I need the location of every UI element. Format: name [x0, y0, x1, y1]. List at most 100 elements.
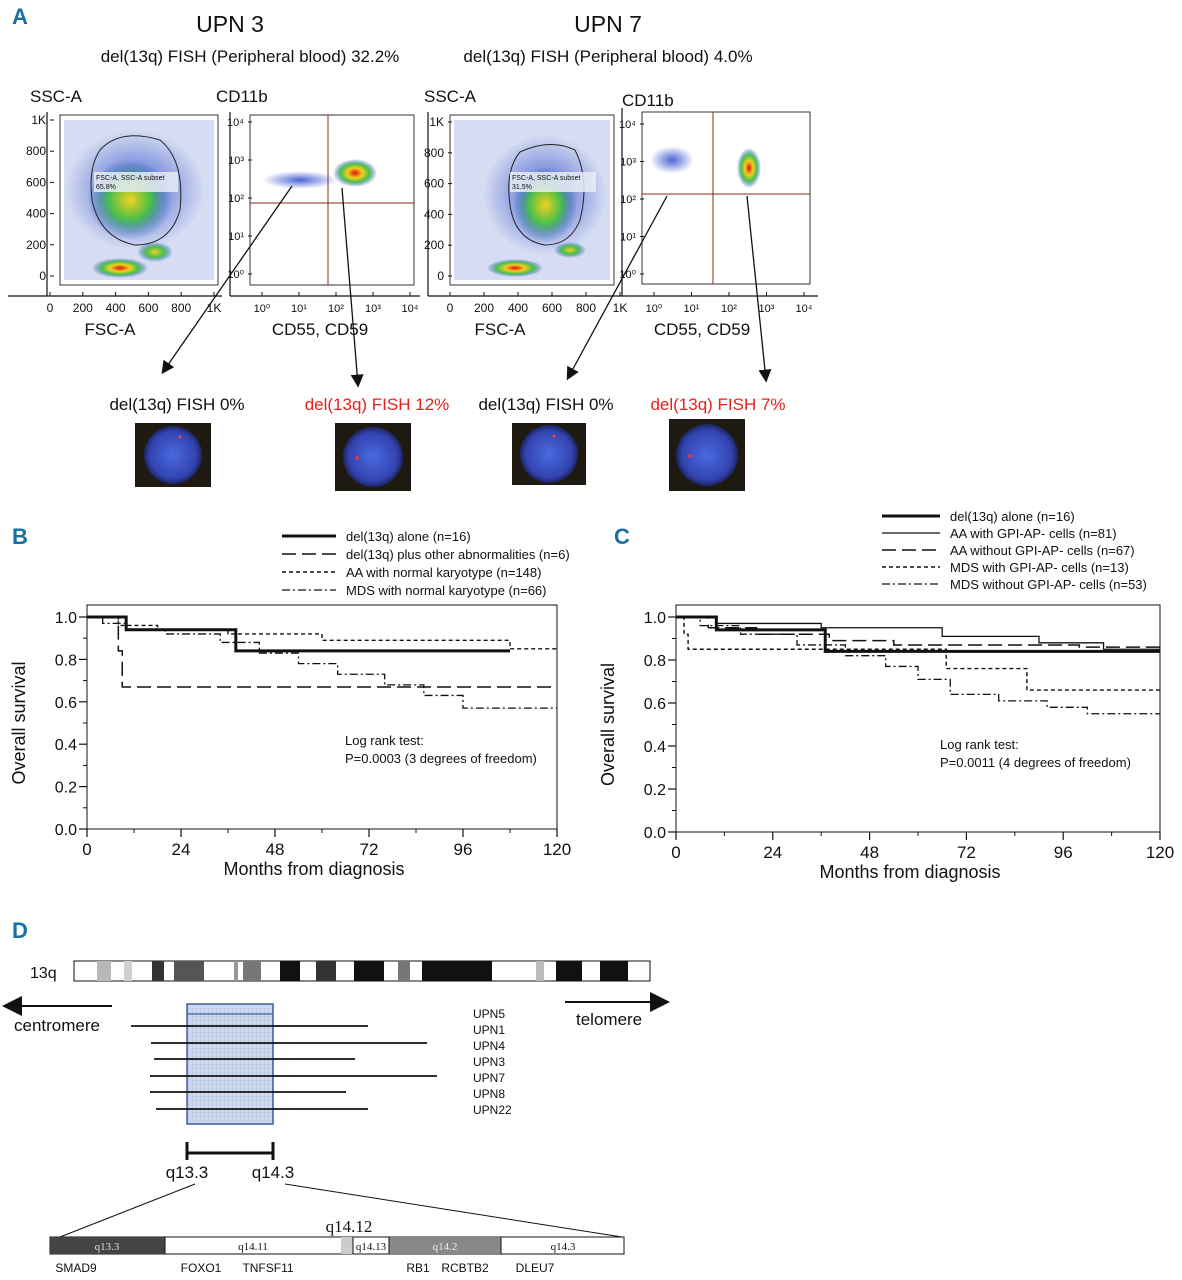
plot-frame — [86, 604, 558, 830]
arrow-upn3-positive — [341, 187, 364, 388]
upn3-scatter-xtick: 200 — [73, 301, 93, 315]
y-tick-label: 0.6 — [55, 695, 77, 712]
y-tick-label: 0.4 — [55, 737, 77, 754]
upn7-subtitle: del(13q) FISH (Peripheral blood) 4.0% — [463, 47, 752, 66]
upn3-scatter-ytick: 1K — [31, 113, 46, 127]
upn3-scatter-ylabel: SSC-A — [30, 87, 83, 106]
telomere-label: telomere — [576, 1010, 642, 1029]
upn7-cd-ytick: 10¹ — [620, 232, 636, 244]
chromosome-ideogram — [73, 960, 651, 982]
legend-label: AA with normal karyotype (n=148) — [346, 565, 541, 580]
band-q14-13: q14.13 — [356, 1241, 387, 1253]
upn3-scatter-xtick: 400 — [106, 301, 126, 315]
plot-frame — [675, 604, 1161, 833]
band-q14-11: q14.11 — [238, 1241, 268, 1253]
band-q14-12-label: q14.12 — [326, 1217, 373, 1236]
y-tick-label: 0.6 — [644, 696, 666, 713]
upn7-scatter-xtick: 600 — [542, 301, 562, 315]
survival-curve-4 — [676, 616, 1160, 691]
band-q14-2: q14.2 — [433, 1241, 458, 1253]
fish-image-upn7-positive — [669, 419, 745, 491]
upn3-cd-xlabel: CD55, CD59 — [272, 320, 368, 339]
upn7-scatter-yticks: 0 200 400 600 800 1K — [424, 115, 452, 283]
upn3-scatter-xtick: 1K — [207, 301, 222, 315]
fish-label-upn3-positive: del(13q) FISH 12% — [305, 395, 450, 414]
region-start-label: q13.3 — [166, 1163, 209, 1182]
upn7-gate-label: FSC-A, SSC-A subset — [512, 175, 581, 182]
fish-image-upn3-positive — [335, 423, 411, 491]
gene-foxo1: FOXO1 — [181, 1261, 222, 1275]
x-tick-label: 96 — [454, 840, 473, 859]
legend-label: MDS without GPI-AP- cells (n=53) — [950, 577, 1147, 592]
fish-label-upn3-negative: del(13q) FISH 0% — [109, 395, 244, 414]
upn3-gate-pct: 65.8% — [96, 184, 116, 191]
upn7-gate-pct: 31.5% — [512, 184, 532, 191]
upn3-cd-xtick: 10³ — [365, 303, 381, 315]
arrow-upn3-negative — [161, 185, 293, 375]
upn-label: UPN5 — [473, 1007, 505, 1021]
upn7-scatter-ylabel: SSC-A — [424, 87, 477, 106]
upn3-scatter-xtick: 800 — [171, 301, 191, 315]
upn3-cd-xtick: 10⁴ — [402, 303, 419, 315]
gene-rcbtb2: RCBTB2 — [441, 1261, 489, 1275]
y-tick-label: 0.8 — [55, 652, 77, 669]
upn7-scatter-xtick: 200 — [474, 301, 494, 315]
upn-label: UPN22 — [473, 1103, 512, 1117]
logrank-p: P=0.0003 (3 degrees of freedom) — [345, 751, 537, 766]
survival-curve-3 — [87, 616, 557, 650]
upn3-cd-xtick: 10⁰ — [254, 303, 271, 315]
upn7-scatter-ytick: 200 — [424, 238, 444, 252]
upn3-cd-ytick: 10² — [228, 193, 244, 205]
upn3-cd-xtick: 10² — [328, 303, 344, 315]
upn7-scatter-xtick: 1K — [613, 301, 628, 315]
y-axis-label: Overall survival — [598, 663, 618, 786]
survival-chart-c: 0.0 0.2 0.4 0.6 0.8 1.0 0 24 48 72 96 120 Months fro… — [598, 509, 1174, 882]
upn3-cd-ytick: 10³ — [228, 155, 244, 167]
y-tick-label: 0.2 — [644, 782, 666, 799]
survival-curve-1 — [87, 615, 510, 653]
deletion-lines — [131, 1013, 437, 1110]
fish-image-upn7-negative — [512, 423, 586, 485]
upn7-cd-ytick: 10³ — [620, 157, 636, 169]
zoom-line-right — [284, 1183, 623, 1238]
y-tick-label: 1.0 — [644, 610, 666, 627]
upn7-cd-xtick: 10² — [721, 303, 737, 315]
y-tick-label: 0.0 — [644, 825, 666, 842]
x-tick-label: 24 — [763, 843, 782, 862]
y-tick-label: 0.2 — [55, 780, 77, 797]
upn-label: UPN4 — [473, 1039, 505, 1053]
fish-image-upn3-negative — [135, 423, 211, 487]
y-tick-label: 0.0 — [55, 822, 77, 839]
logrank-title: Log rank test: — [940, 737, 1019, 752]
upn7-scatter-xlabel: FSC-A — [475, 320, 527, 339]
upn-labels: UPN5 UPN1 UPN4 UPN3 UPN7 UPN8 UPN22 — [473, 1007, 512, 1117]
y-axis-label: Overall survival — [9, 661, 29, 784]
upn-label: UPN3 — [473, 1055, 505, 1069]
upn3-scatter-ytick: 200 — [26, 238, 46, 252]
upn7-cd-ylabel: CD11b — [622, 91, 674, 110]
upn7-cd-ytick: 10⁴ — [619, 119, 636, 131]
upn3-scatter-ytick: 800 — [26, 144, 46, 158]
upn3-scatter-yticks: 0 200 400 600 800 1K — [26, 113, 54, 283]
upn7-cd-plot: CD11b 10⁰ 10¹ 10² 10³ 10⁴ 10⁰ 10¹ 10² 10³ 10⁴ CD… — [619, 91, 818, 339]
survival-curve-1 — [676, 615, 1160, 653]
y-tick-label: 0.4 — [644, 739, 666, 756]
fish-label-upn7-positive: del(13q) FISH 7% — [650, 395, 785, 414]
x-axis-label: Months from diagnosis — [223, 859, 404, 879]
x-tick-label: 0 — [671, 843, 680, 862]
panel-label-a: A — [12, 4, 28, 29]
x-tick-label: 120 — [1146, 843, 1174, 862]
x-tick-label: 48 — [266, 840, 285, 859]
upn3-scatter-xticks: 0 200 400 600 800 1K — [47, 292, 222, 315]
band-q14-3: q14.3 — [551, 1241, 576, 1253]
x-tick-label: 96 — [1054, 843, 1073, 862]
gene-rb1: RB1 — [406, 1261, 430, 1275]
upn7-cd-ytick: 10⁰ — [619, 269, 636, 281]
upn7-scatter-ytick: 800 — [424, 146, 444, 160]
survival-chart-b: 0.0 0.2 0.4 0.6 0.8 1.0 0 24 48 72 96 120 Months fro… — [9, 529, 571, 879]
upn3-cd-xtick: 10¹ — [291, 303, 307, 315]
upn7-scatter-ytick: 0 — [437, 269, 444, 283]
chromosome-label: 13q — [30, 965, 57, 982]
panel-label-c: C — [614, 524, 630, 549]
